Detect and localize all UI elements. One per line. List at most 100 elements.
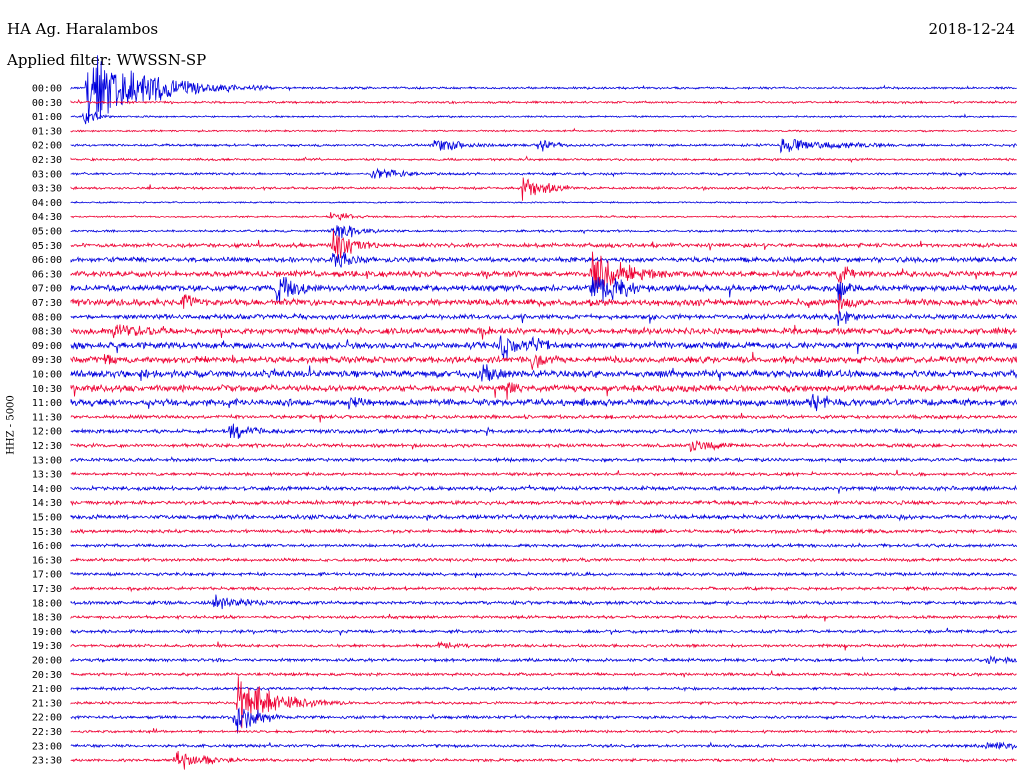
trace-row <box>70 528 1017 535</box>
trace-row <box>70 251 1017 268</box>
row-time-label: 11:00 <box>32 398 62 409</box>
row-time-label: 07:30 <box>32 298 62 309</box>
row-time-label: 22:00 <box>32 713 62 724</box>
trace-row <box>70 640 1018 651</box>
trace-row <box>70 167 1017 179</box>
trace-row <box>70 382 1018 400</box>
row-time-label: 09:00 <box>32 341 62 352</box>
row-time-label: 18:00 <box>32 598 62 609</box>
trace-row <box>70 676 1017 729</box>
trace-row <box>70 177 1017 201</box>
row-time-label: 01:00 <box>32 112 62 123</box>
trace-row <box>70 613 1018 622</box>
trace-row <box>70 364 1018 382</box>
row-time-label: 14:00 <box>32 484 62 495</box>
row-time-label: 11:30 <box>32 412 62 423</box>
row-time-label: 15:30 <box>32 527 62 538</box>
trace-row <box>70 225 1017 240</box>
trace-row <box>70 499 1017 507</box>
time-labels: 00:00 00:30 01:00 01:30 02:00 02:30 03:00 03:30… <box>32 84 62 767</box>
trace-row <box>70 750 1017 770</box>
trace-row <box>70 655 1017 665</box>
trace-row <box>70 276 1018 304</box>
row-time-label: 23:00 <box>32 741 62 752</box>
filter-label: Applied filter: WWSSN-SP <box>7 51 207 69</box>
trace-row <box>70 440 1018 453</box>
row-time-label: 16:00 <box>32 541 62 552</box>
row-time-label: 03:30 <box>32 184 62 195</box>
trace-row <box>70 513 1018 522</box>
trace-row <box>70 556 1017 564</box>
row-time-label: 01:30 <box>32 126 62 137</box>
trace-row <box>70 251 1018 290</box>
trace-row <box>70 335 1018 359</box>
trace-row <box>70 98 1017 105</box>
trace-row <box>70 55 1017 123</box>
row-time-label: 05:00 <box>32 227 62 238</box>
trace-row <box>70 351 1018 370</box>
row-time-label: 05:30 <box>32 241 62 252</box>
trace-row <box>70 685 1018 693</box>
row-time-label: 21:00 <box>32 684 62 695</box>
trace-row <box>70 111 1017 125</box>
trace-row <box>70 456 1018 464</box>
row-time-label: 23:30 <box>32 756 62 767</box>
trace-row <box>70 324 1017 340</box>
row-time-label: 00:30 <box>32 98 62 109</box>
row-time-label: 17:00 <box>32 570 62 581</box>
row-time-label: 19:00 <box>32 627 62 638</box>
row-time-label: 22:30 <box>32 727 62 738</box>
date-label: 2018-12-24 <box>928 20 1015 38</box>
row-time-label: 16:30 <box>32 555 62 566</box>
row-time-label: 14:30 <box>32 498 62 509</box>
row-time-label: 08:00 <box>32 312 62 323</box>
row-time-label: 10:30 <box>32 384 62 395</box>
row-time-label: 06:00 <box>32 255 62 266</box>
trace-row <box>70 212 1017 221</box>
row-time-label: 21:30 <box>32 698 62 709</box>
trace-row <box>70 542 1018 549</box>
trace-row <box>70 585 1018 593</box>
row-time-label: 06:30 <box>32 269 62 280</box>
row-time-label: 09:30 <box>32 355 62 366</box>
trace-row <box>70 484 1018 494</box>
trace-row <box>70 627 1017 636</box>
row-time-label: 02:30 <box>32 155 62 166</box>
trace-row <box>70 469 1017 478</box>
station-title: HA Ag. Haralambos <box>7 20 159 38</box>
trace-row <box>70 138 1018 154</box>
row-time-label: 00:00 <box>32 84 62 95</box>
trace-row <box>70 727 1018 735</box>
trace-row <box>70 230 1018 260</box>
trace-row <box>70 670 1017 678</box>
trace-row <box>70 127 1017 133</box>
trace-row <box>70 707 1017 734</box>
trace-row <box>70 155 1017 164</box>
row-time-label: 04:30 <box>32 212 62 223</box>
trace-row <box>70 310 1018 327</box>
trace-row <box>70 412 1018 423</box>
trace-row <box>70 741 1018 751</box>
row-time-label: 18:30 <box>32 613 62 624</box>
row-time-label: 13:30 <box>32 470 62 481</box>
row-time-label: 12:00 <box>32 427 62 438</box>
trace-row <box>70 393 1018 412</box>
trace-row <box>70 423 1018 439</box>
row-time-label: 15:00 <box>32 513 62 524</box>
row-time-label: 12:30 <box>32 441 62 452</box>
row-time-label: 20:30 <box>32 670 62 681</box>
trace-row <box>70 200 1017 205</box>
row-time-label: 13:00 <box>32 455 62 466</box>
trace-row <box>70 570 1017 578</box>
row-time-label: 02:00 <box>32 141 62 152</box>
row-time-label: 08:30 <box>32 327 62 338</box>
row-time-label: 20:00 <box>32 656 62 667</box>
row-time-label: 04:00 <box>32 198 62 209</box>
row-time-label: 03:00 <box>32 169 62 180</box>
row-time-label: 17:30 <box>32 584 62 595</box>
trace-row <box>70 293 1018 314</box>
row-time-label: 10:00 <box>32 370 62 381</box>
trace-row <box>70 594 1017 610</box>
row-time-label: 07:00 <box>32 284 62 295</box>
